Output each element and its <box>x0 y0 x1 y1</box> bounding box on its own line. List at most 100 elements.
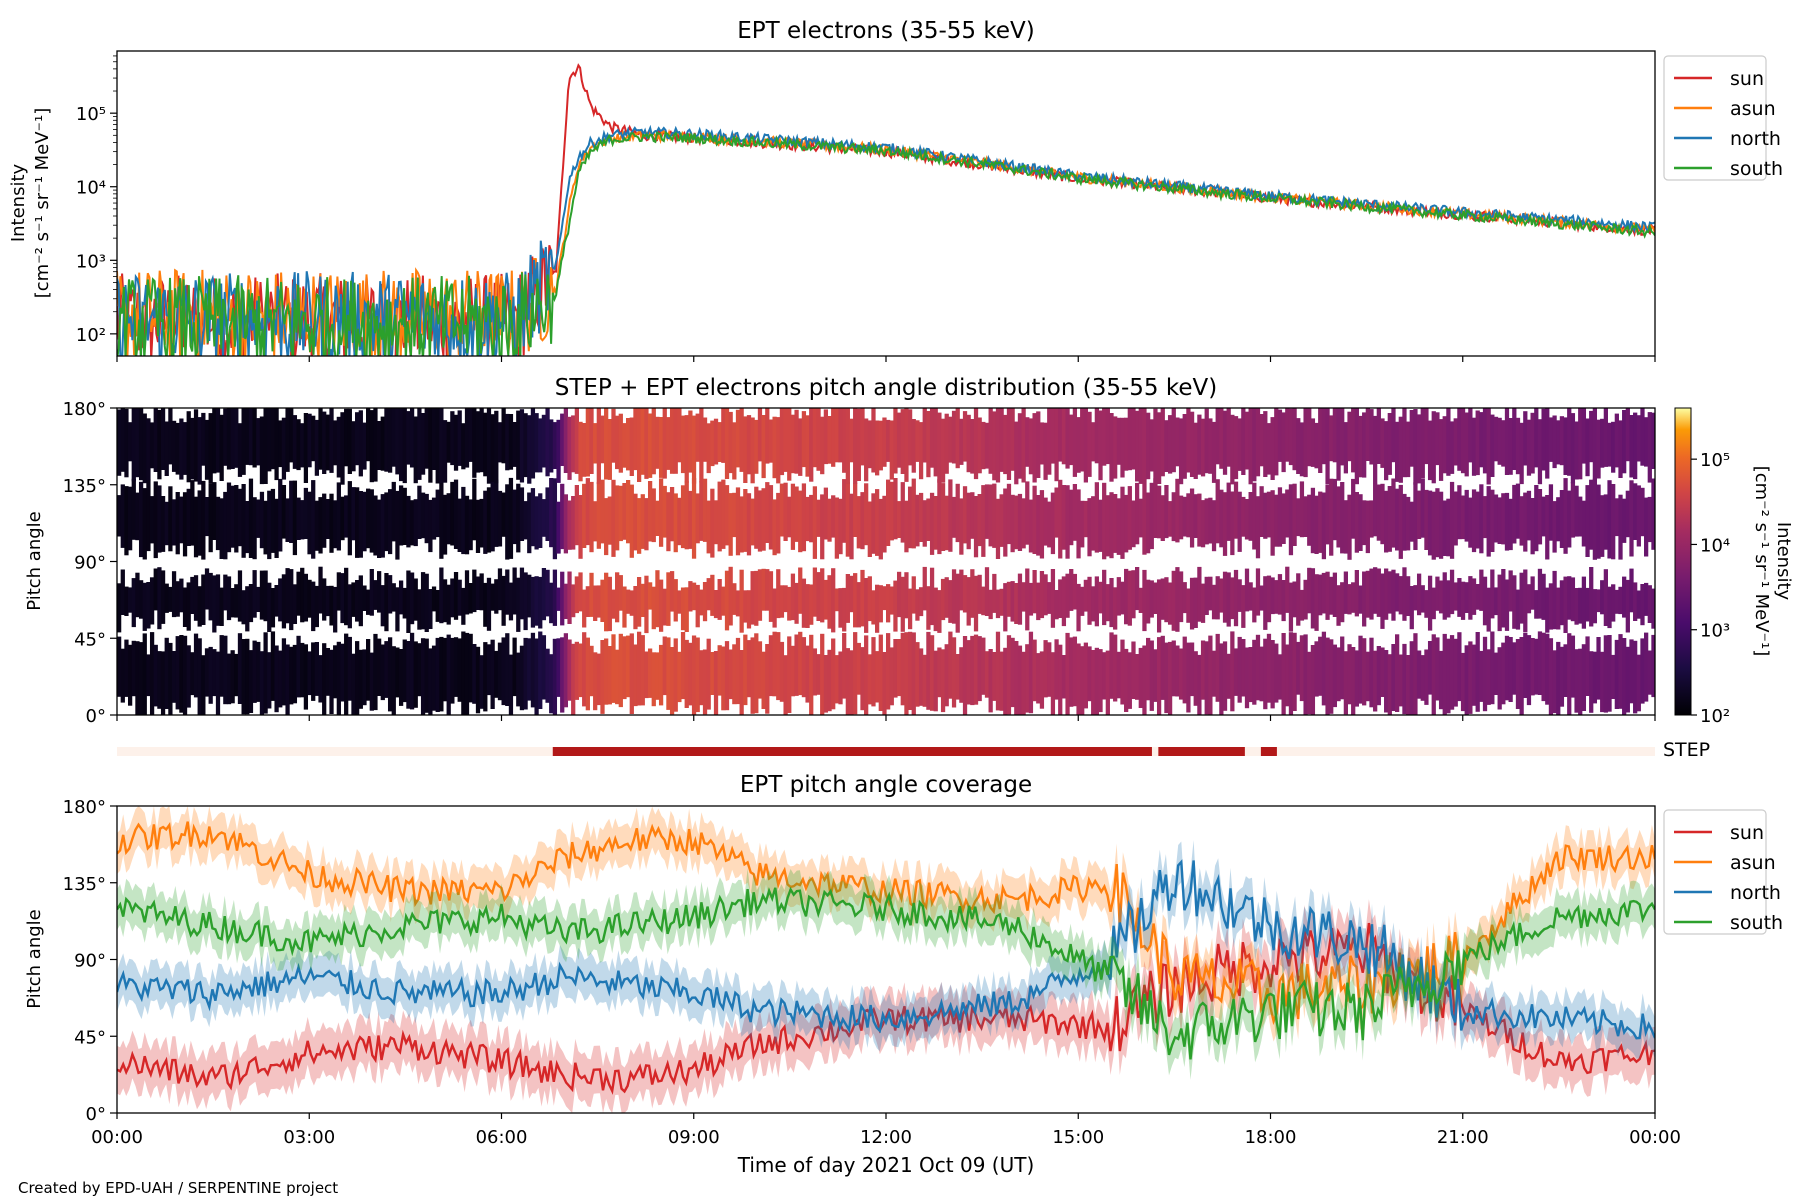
heatmap-cell <box>486 577 492 631</box>
heatmap-cell <box>582 423 587 477</box>
heatmap-cell <box>574 576 579 614</box>
panel-d-plot <box>117 806 1655 1113</box>
heatmap-cell <box>684 481 689 550</box>
heatmap-cell <box>1457 408 1462 471</box>
heatmap-cell <box>270 488 276 553</box>
heatmap-cell <box>1200 583 1206 623</box>
heatmap-cell <box>289 408 294 463</box>
heatmap-cell <box>556 501 561 554</box>
panel-d-x-ticks: 00:00 03:00 06:00 09:00 12:00 15:00 18:00 21:00… <box>91 1113 1681 1148</box>
heatmap-cell <box>1017 493 1023 551</box>
heatmap-cell <box>684 587 689 632</box>
heatmap-cell <box>1625 490 1630 538</box>
heatmap-cell <box>1523 569 1528 633</box>
heatmap-cell <box>1277 574 1283 615</box>
panel-b-x-ticks <box>116 715 1656 721</box>
heatmap-cell <box>618 575 623 611</box>
heatmap-cell <box>651 586 656 630</box>
heatmap-cell <box>530 488 536 547</box>
heatmap-cell <box>1010 494 1015 553</box>
heatmap-cell <box>124 639 129 697</box>
heatmap-cell <box>355 641 360 715</box>
heatmap-cell <box>1625 646 1630 713</box>
heatmap-cell <box>1047 501 1052 548</box>
heatmap-cell <box>1471 644 1477 706</box>
heatmap-cell <box>1398 654 1403 707</box>
x-tick-label: 12:00 <box>860 1127 912 1148</box>
heatmap-cell <box>1647 496 1652 543</box>
legend-label-asun: asun <box>1730 98 1776 120</box>
heatmap-cell <box>1420 585 1425 613</box>
heatmap-cell <box>695 493 700 544</box>
heatmap-cell <box>1050 408 1056 464</box>
heatmap-cell <box>765 482 770 543</box>
heatmap-cell <box>1032 485 1037 554</box>
heatmap-cell <box>655 500 660 536</box>
heatmap-cell <box>1124 648 1129 712</box>
heatmap-cell <box>732 492 737 538</box>
heatmap-cell <box>497 568 503 611</box>
heatmap-cell <box>1285 644 1290 707</box>
heatmap-cell <box>988 649 993 713</box>
heatmap-cell <box>578 495 583 559</box>
heatmap-cell <box>853 632 858 715</box>
heatmap-cell <box>1255 568 1261 616</box>
heatmap-cell <box>442 420 448 483</box>
heatmap-cell <box>765 644 770 714</box>
heatmap-cell <box>336 572 341 611</box>
heatmap-cell <box>973 408 979 480</box>
heatmap-cell <box>190 652 195 696</box>
heatmap-cell <box>1149 482 1154 550</box>
heatmap-cell <box>867 576 872 622</box>
heatmap-cell <box>1636 590 1641 619</box>
heatmap-cell <box>138 642 144 715</box>
heatmap-cell <box>1336 408 1341 481</box>
heatmap-cell <box>882 652 887 715</box>
panel-b-title: STEP + EPT electrons pitch angle distrib… <box>555 375 1217 401</box>
heatmap-cell <box>1288 582 1294 632</box>
heatmap-cell <box>538 631 543 709</box>
heatmap-cell <box>446 421 451 463</box>
heatmap-cell <box>1523 492 1528 552</box>
heatmap-cell <box>1113 416 1118 479</box>
heatmap-cell <box>120 569 125 615</box>
heatmap-cell <box>768 485 774 550</box>
heatmap-cell <box>1504 408 1510 475</box>
heatmap-cell <box>680 632 686 700</box>
heatmap-cell <box>541 499 547 537</box>
heatmap-cell <box>915 642 920 707</box>
heatmap-cell <box>1186 588 1191 623</box>
heatmap-cell <box>1028 418 1034 475</box>
heatmap-cell <box>212 482 217 540</box>
heatmap-cell <box>1611 584 1616 622</box>
heatmap-cell <box>1570 413 1576 484</box>
heatmap-cell <box>475 499 481 553</box>
heatmap-cell <box>622 636 627 700</box>
heatmap-cell <box>1050 492 1056 555</box>
heatmap-cell <box>1296 573 1301 626</box>
heatmap-cell <box>1431 411 1436 484</box>
heatmap-cell <box>197 586 202 627</box>
heatmap-cell <box>201 574 206 625</box>
heatmap-cell <box>593 423 598 464</box>
heatmap-cell <box>750 498 755 546</box>
heatmap-cell <box>549 654 554 714</box>
heatmap-cell <box>1193 651 1198 706</box>
heatmap-cell <box>142 582 147 631</box>
heatmap-cell <box>366 589 371 615</box>
heatmap-cell <box>197 490 202 556</box>
series-line-south <box>117 130 1655 356</box>
heatmap-cell <box>259 416 265 485</box>
heatmap-cell <box>1094 482 1099 553</box>
heatmap-cell <box>992 483 997 548</box>
heatmap-cell <box>446 634 451 715</box>
heatmap-cell <box>600 415 605 464</box>
heatmap-cell <box>193 575 199 621</box>
heatmap-cell <box>1274 408 1279 476</box>
heatmap-cell <box>658 644 664 706</box>
heatmap-cell <box>377 421 382 470</box>
heatmap-cell <box>1362 500 1367 546</box>
heatmap-cell <box>1189 642 1195 697</box>
heatmap-cell <box>1329 415 1334 462</box>
heatmap-cell <box>157 567 162 630</box>
